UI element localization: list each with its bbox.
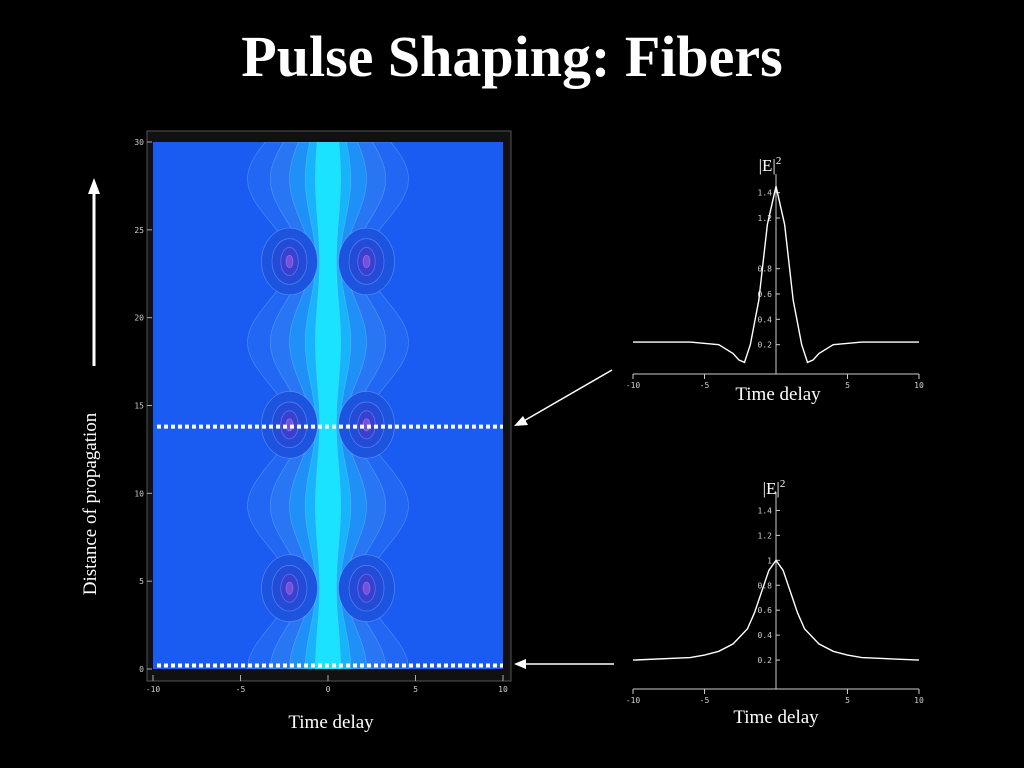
profile-xtick-label: -5 bbox=[700, 696, 710, 705]
side-lobe-2-1-3 bbox=[362, 254, 371, 268]
heat-ytick-label: 0 bbox=[139, 665, 144, 674]
profile-ytick-label: 1.4 bbox=[758, 506, 773, 515]
heat-ytick-label: 15 bbox=[134, 402, 144, 411]
y-axis-caption: Distance of propagation bbox=[80, 412, 101, 595]
intensity-profile-bottom: |E|2 -10 -5 5 10 0.2 0.4 0.6 0.8 1 1.2 1.4 Time de… bbox=[626, 478, 924, 728]
profile-ytick-label: 0.4 bbox=[758, 315, 773, 324]
bottom-profile-ylabel: |E|2 bbox=[763, 478, 786, 498]
bottom-connector-arrowhead-icon bbox=[514, 659, 526, 669]
heat-xtick-label: 10 bbox=[498, 685, 508, 694]
profile-ytick-label: 1.2 bbox=[758, 531, 773, 540]
heat-xtick-label: -5 bbox=[236, 685, 246, 694]
side-lobe-0-1-3 bbox=[362, 581, 371, 595]
heat-ytick-label: 20 bbox=[134, 314, 144, 323]
contour-axis-ticks: -10 -5 0 5 10 0 5 10 15 20 25 30 bbox=[134, 138, 508, 694]
profile-xtick-label: -10 bbox=[626, 696, 641, 705]
propagation-axis: Distance of propagation bbox=[80, 178, 101, 595]
top-profile-ylabel: |E|2 bbox=[759, 155, 782, 175]
profile-ytick-label: 1 bbox=[767, 556, 772, 565]
profile-ytick-label: 0.6 bbox=[758, 606, 773, 615]
heat-xtick-label: -10 bbox=[146, 685, 161, 694]
intensity-profile-top: |E|2 -10 -5 5 10 0.2 0.4 0.6 0.8 1.2 1.4 Time del… bbox=[626, 155, 924, 405]
heat-ytick-label: 25 bbox=[134, 226, 144, 235]
bottom-profile-curve bbox=[632, 559, 920, 661]
contour-bands bbox=[247, 142, 409, 669]
profile-xtick-label: 10 bbox=[914, 381, 924, 390]
heat-xtick-label: 5 bbox=[413, 685, 418, 694]
top-profile-xlabel: Time delay bbox=[735, 384, 821, 405]
heat-ytick-label: 5 bbox=[139, 577, 144, 586]
profile-xtick-label: 10 bbox=[914, 696, 924, 705]
profile-ytick-label: 1.4 bbox=[758, 189, 773, 198]
connector-arrows bbox=[514, 369, 614, 669]
profile-ytick-label: 0.2 bbox=[758, 656, 773, 665]
profile-ytick-label: 0.6 bbox=[758, 290, 773, 299]
heat-xtick-label: 0 bbox=[326, 685, 331, 694]
contour-plot: -10 -5 0 5 10 0 5 10 15 20 25 30 bbox=[134, 130, 512, 694]
slide-title: Pulse Shaping: Fibers bbox=[241, 24, 783, 89]
dotted-slice-lines bbox=[157, 424, 503, 668]
bottom-profile-xlabel: Time delay bbox=[733, 707, 819, 728]
profile-ytick-label: 0.4 bbox=[758, 631, 773, 640]
profile-ytick-label: 0.2 bbox=[758, 341, 773, 350]
contour-band-4 bbox=[315, 142, 341, 669]
profile-ytick-label: 0.8 bbox=[758, 581, 773, 590]
top-connector-arrowhead-icon bbox=[514, 416, 528, 426]
side-lobe-0-0-3 bbox=[285, 581, 294, 595]
profile-xtick-label: -5 bbox=[700, 381, 710, 390]
profile-xtick-label: -10 bbox=[626, 381, 641, 390]
heatmap-xlabel: Time delay bbox=[288, 712, 374, 733]
profile-ytick-label: 1.2 bbox=[758, 214, 773, 223]
side-lobe-2-0-3 bbox=[285, 254, 294, 268]
top-profile-curve bbox=[633, 186, 919, 364]
up-arrow-icon bbox=[88, 178, 100, 194]
profile-xtick-label: 5 bbox=[845, 381, 850, 390]
profile-ytick-label: 0.8 bbox=[758, 265, 773, 274]
heat-ytick-label: 10 bbox=[134, 489, 144, 498]
profile-xtick-label: 5 bbox=[845, 696, 850, 705]
heat-ytick-label: 30 bbox=[134, 138, 144, 147]
top-connector-line bbox=[521, 369, 613, 423]
